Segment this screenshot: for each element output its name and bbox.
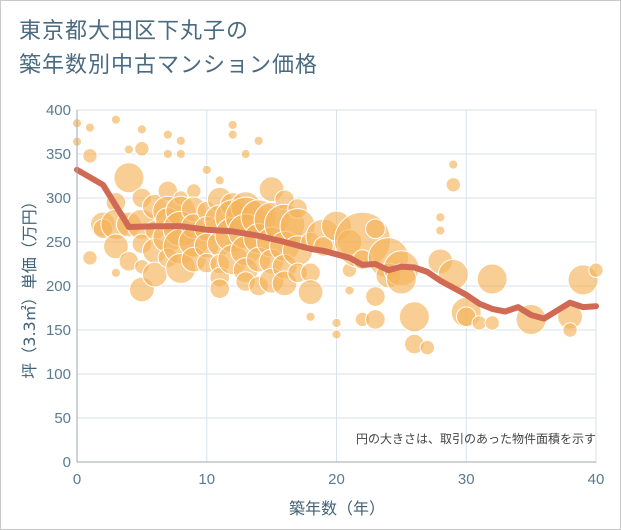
data-bubble	[82, 250, 98, 266]
data-bubble	[435, 212, 446, 223]
data-bubble	[365, 309, 386, 330]
x-tick-label: 0	[73, 471, 81, 488]
data-bubble	[209, 278, 231, 299]
chart-title: 東京都大田区下丸子の 築年数別中古マンション価格	[19, 15, 318, 83]
y-tick-label: 300	[46, 190, 71, 207]
data-bubble	[253, 135, 264, 146]
data-bubble	[419, 339, 436, 356]
data-bubble	[398, 301, 430, 333]
chart-title-line-1: 東京都大田区下丸子の	[19, 19, 250, 44]
data-bubble	[136, 124, 147, 135]
data-bubble	[162, 148, 173, 160]
data-bubble	[110, 114, 122, 125]
data-bubble	[227, 129, 238, 140]
x-axis-label: 築年数（年）	[289, 499, 385, 518]
data-bubble	[110, 267, 122, 278]
data-bubble	[588, 262, 604, 278]
data-bubble	[484, 315, 500, 331]
chart-annotation: 円の大きさは、取引のあった物件面積を示す	[356, 431, 596, 446]
data-bubble	[162, 129, 173, 140]
data-bubble	[84, 122, 96, 133]
data-bubble	[123, 144, 134, 155]
y-tick-label: 150	[46, 322, 71, 339]
data-bubble	[240, 148, 251, 160]
y-tick-label: 0	[63, 454, 71, 471]
data-bubble	[562, 322, 578, 338]
y-tick-label: 350	[46, 146, 71, 163]
data-bubble	[331, 329, 342, 340]
y-tick-label: 400	[46, 102, 71, 119]
y-tick-label: 50	[54, 410, 71, 427]
chart-title-line-2: 築年数別中古マンション価格	[19, 53, 319, 78]
y-tick-label: 100	[46, 366, 71, 383]
y-tick-label: 200	[46, 278, 71, 295]
x-tick-label: 10	[198, 471, 215, 488]
data-bubble	[214, 175, 225, 186]
data-bubble	[186, 183, 202, 199]
data-bubble	[297, 279, 324, 306]
x-tick-label: 40	[588, 471, 605, 488]
data-bubble	[175, 135, 186, 146]
data-bubble	[445, 177, 461, 193]
data-bubble	[365, 218, 386, 240]
axes-layer: 0 50 100 150 200 250 300 350 400 0 10 20 30 40	[46, 102, 604, 488]
x-tick-label: 20	[328, 471, 345, 488]
data-bubble	[103, 233, 129, 260]
data-bubble	[365, 286, 386, 307]
data-bubble	[476, 263, 508, 295]
y-tick-label: 250	[46, 234, 71, 251]
data-bubble	[227, 119, 238, 131]
data-bubble	[331, 317, 342, 329]
data-bubble	[134, 141, 150, 157]
data-bubble	[82, 148, 98, 164]
y-axis-label: 坪（3.3㎡）単価（万円）	[20, 193, 39, 378]
x-tick-label: 30	[458, 471, 475, 488]
data-bubble	[344, 285, 355, 296]
data-bubble	[471, 315, 487, 331]
data-bubble	[435, 225, 446, 236]
trend-line	[74, 166, 599, 322]
data-bubble	[175, 148, 186, 160]
data-bubble	[448, 159, 459, 170]
data-bubble	[305, 311, 316, 322]
data-bubble	[201, 164, 212, 175]
data-bubble	[113, 162, 145, 194]
